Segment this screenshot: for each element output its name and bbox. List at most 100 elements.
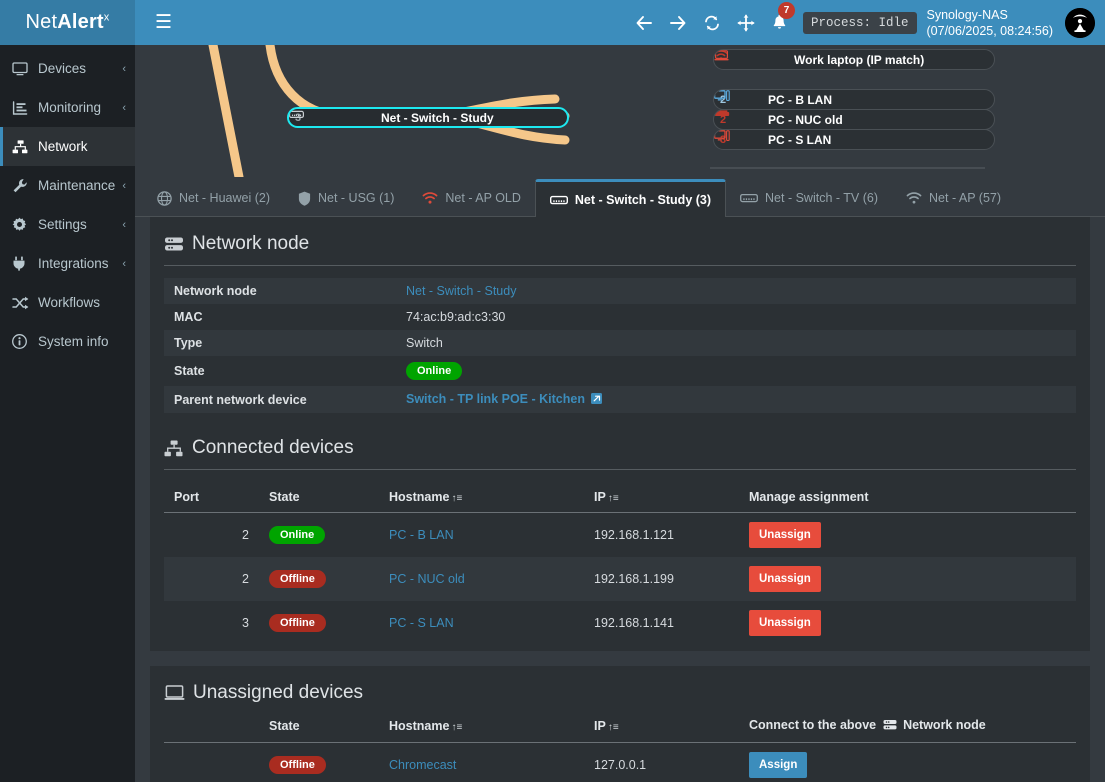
unassign-button[interactable]: Unassign (749, 610, 821, 636)
cell-hostname: Chromecast (379, 742, 584, 782)
device-link[interactable]: PC - NUC old (389, 572, 465, 586)
sort-icon[interactable]: ↑≡ (607, 722, 619, 733)
cell-action: Assign (739, 742, 1076, 782)
hamburger-menu-icon[interactable]: ☰ (155, 12, 173, 33)
topology-node-label: PC - NUC old (768, 112, 843, 127)
tab-label: Net - AP OLD (445, 191, 521, 205)
refresh-icon[interactable] (695, 0, 729, 45)
network-node-tabs: Net - Huawei (2) Net - USG (1) Net - AP … (135, 179, 1105, 217)
parent-device-link[interactable]: Switch - TP link POE - Kitchen (406, 392, 585, 406)
main-content: 3 Net - Switch - Study Work laptop (IP m… (135, 45, 1105, 782)
network-node-link[interactable]: Net - Switch - Study (406, 284, 517, 298)
avatar[interactable] (1065, 7, 1095, 38)
topology-node-selected[interactable]: 3 Net - Switch - Study (287, 107, 569, 128)
chart-icon (12, 100, 31, 115)
header-actions: 7 Process: Idle Synology-NAS (07/06/2025… (627, 0, 1105, 45)
host-time: (07/06/2025, 08:24:56) (926, 23, 1054, 38)
col-hostname[interactable]: Hostname ↑≡ (379, 482, 584, 513)
table-row: 2 Online PC - B LAN 192.168.1.121 Unassi… (164, 512, 1076, 557)
row-value: Switch - TP link POE - Kitchen (396, 386, 1076, 413)
col-state: State (259, 482, 379, 513)
chevron-left-icon: ‹ (122, 62, 126, 75)
col-ip[interactable]: IP ↑≡ (584, 710, 739, 743)
unassign-button[interactable]: Unassign (749, 522, 821, 548)
wifi-icon (422, 191, 438, 205)
shuffle-icon (12, 296, 31, 310)
gear-icon (12, 217, 31, 232)
tab-net-ap[interactable]: Net - AP (57) (892, 180, 1015, 216)
topology-node-label: Work laptop (IP match) (794, 52, 925, 67)
col-hostname[interactable]: Hostname ↑≡ (379, 710, 584, 743)
table-header-row: Port State Hostname ↑≡ IP ↑≡ Manage assign… (164, 482, 1076, 513)
sidebar-item-settings[interactable]: Settings ‹ (0, 205, 135, 244)
cell-port: 3 (164, 601, 259, 645)
switch-icon (883, 719, 897, 734)
col-ip[interactable]: IP ↑≡ (584, 482, 739, 513)
unassign-button[interactable]: Unassign (749, 566, 821, 592)
cell-hostname: PC - NUC old (379, 557, 584, 601)
unassigned-devices-title: Unassigned devices (164, 682, 1076, 708)
sidebar-item-monitoring[interactable]: Monitoring ‹ (0, 88, 135, 127)
topology-node-pc-b-lan[interactable]: 2 PC - B LAN (713, 89, 995, 110)
switch-icon (740, 192, 758, 204)
external-link-icon[interactable] (591, 393, 603, 407)
row-value: Online (396, 356, 1076, 386)
laptop-icon (164, 685, 185, 701)
host-info: Synology-NAS (07/06/2025, 08:24:56) (927, 7, 1054, 39)
move-icon[interactable] (729, 0, 763, 45)
cell-action: Unassign (739, 512, 1076, 557)
sidebar-item-system-info[interactable]: System info (0, 322, 135, 361)
topology-node-work-laptop[interactable]: Work laptop (IP match) (713, 49, 995, 70)
globe-icon (157, 190, 172, 206)
sidebar: Devices ‹ Monitoring ‹ Network Maintenan… (0, 45, 135, 782)
chevron-left-icon: ‹ (122, 101, 126, 114)
app-logo[interactable]: NetAlertx (0, 0, 135, 45)
panel-title-text: Network node (192, 233, 310, 254)
tab-net-ap-old[interactable]: Net - AP OLD (408, 180, 535, 216)
cell-action: Unassign (739, 557, 1076, 601)
col-port: Port (164, 482, 259, 513)
row-value: Net - Switch - Study (396, 278, 1076, 304)
device-link[interactable]: PC - S LAN (389, 616, 454, 630)
back-arrow-icon[interactable] (627, 0, 661, 45)
tab-net-usg[interactable]: Net - USG (1) (284, 180, 408, 216)
forward-arrow-icon[interactable] (661, 0, 695, 45)
topology-node-label: PC - S LAN (768, 132, 832, 147)
sidebar-item-devices[interactable]: Devices ‹ (0, 49, 135, 88)
tab-net-huawei[interactable]: Net - Huawei (2) (143, 180, 284, 216)
network-icon (164, 440, 184, 457)
assign-button[interactable]: Assign (749, 752, 808, 778)
cell-ip: 192.168.1.141 (584, 601, 739, 645)
sort-icon[interactable]: ↑≡ (607, 493, 619, 504)
device-link[interactable]: PC - B LAN (389, 528, 454, 542)
tab-net-switch-study[interactable]: Net - Switch - Study (3) (534, 179, 727, 217)
sort-icon[interactable]: ↑≡ (451, 722, 463, 733)
row-key: Type (174, 336, 203, 350)
cell-ip: 192.168.1.199 (584, 557, 739, 601)
sidebar-item-maintenance[interactable]: Maintenance ‹ (0, 166, 135, 205)
process-status-pill: Process: Idle (802, 11, 917, 34)
topology-node-pc-s-lan[interactable]: 3 PC - S LAN (713, 129, 995, 150)
plug-icon (12, 256, 31, 271)
sidebar-item-network[interactable]: Network (0, 127, 135, 166)
table-row: Network node Net - Switch - Study (164, 278, 1076, 304)
status-badge: Online (406, 362, 463, 380)
sort-icon[interactable]: ↑≡ (451, 493, 463, 504)
status-badge: Online (269, 526, 326, 544)
cell-state: Offline (259, 601, 379, 645)
header-bar: ☰ (135, 0, 1105, 45)
topology-node-pc-nuc-old[interactable]: 2 PC - NUC old (713, 109, 995, 130)
network-topology-diagram[interactable]: 3 Net - Switch - Study Work laptop (IP m… (135, 45, 1105, 177)
tab-net-switch-tv[interactable]: Net - Switch - TV (6) (726, 180, 892, 216)
topology-node-port: 2 (719, 113, 727, 126)
bell-icon[interactable]: 7 (763, 0, 797, 45)
cell-state: Online (259, 512, 379, 557)
network-node-panel: Network node Network node Net - Switch -… (150, 217, 1090, 651)
cell-port: 2 (164, 512, 259, 557)
tab-label: Net - AP (57) (929, 191, 1002, 205)
device-link[interactable]: Chromecast (389, 758, 457, 772)
table-row: 3 Offline PC - S LAN 192.168.1.141 Unass… (164, 601, 1076, 645)
wifi-icon (906, 191, 922, 205)
sidebar-item-integrations[interactable]: Integrations ‹ (0, 244, 135, 283)
sidebar-item-workflows[interactable]: Workflows (0, 283, 135, 322)
